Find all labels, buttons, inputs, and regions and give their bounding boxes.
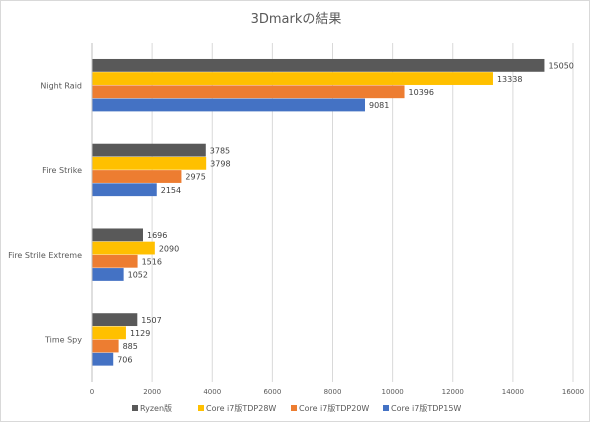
data-label: 885 xyxy=(123,342,138,351)
bar xyxy=(92,170,182,183)
bar xyxy=(92,143,206,157)
bar xyxy=(92,326,126,340)
bar xyxy=(92,98,365,112)
data-label: 3798 xyxy=(210,160,230,169)
data-label: 2090 xyxy=(159,244,179,253)
x-tick-label: 8000 xyxy=(324,388,342,396)
x-tick-label: 12000 xyxy=(442,388,464,396)
data-label: 9081 xyxy=(369,101,389,110)
x-tick-label: 14000 xyxy=(502,388,524,396)
bar xyxy=(92,268,124,281)
data-label: 1696 xyxy=(147,231,167,240)
category-label: Night Raid xyxy=(40,81,82,90)
bar xyxy=(92,228,143,242)
data-label: 2975 xyxy=(185,173,205,182)
legend-label: Core i7版TDP15W xyxy=(391,403,461,413)
category-label: Fire Strike xyxy=(42,166,82,175)
legend-label: Ryzen版 xyxy=(140,403,172,413)
category-label: Fire Strile Extreme xyxy=(8,251,82,260)
x-tick-label: 10000 xyxy=(381,388,403,396)
axes: 0 2000 4000 6000 8000 10000 12000 14000 16000 Nig… xyxy=(8,43,584,396)
data-label: 1516 xyxy=(142,257,162,266)
x-tick-label: 2000 xyxy=(143,388,161,396)
bar xyxy=(92,183,157,197)
data-label: 2154 xyxy=(161,186,181,195)
bar xyxy=(92,72,493,85)
data-label: 1052 xyxy=(128,271,148,280)
bar xyxy=(92,58,545,72)
data-label: 15050 xyxy=(548,62,573,71)
legend-swatch xyxy=(291,405,297,411)
legend-swatch xyxy=(132,405,138,411)
bar xyxy=(92,339,119,353)
x-tick-label: 0 xyxy=(90,388,94,396)
bar xyxy=(92,313,138,327)
x-tick-label: 16000 xyxy=(562,388,584,396)
bar xyxy=(92,241,155,255)
legend: Ryzen版 Core i7版TDP28W Core i7版TDP20W Core i… xyxy=(132,403,461,413)
bars xyxy=(92,58,545,366)
legend-swatch xyxy=(383,405,389,411)
data-label: 706 xyxy=(117,355,132,364)
bar xyxy=(92,85,405,99)
bar xyxy=(92,352,114,366)
bar xyxy=(92,156,207,170)
legend-swatch xyxy=(198,405,204,411)
bar xyxy=(92,254,138,268)
data-label: 1129 xyxy=(130,329,150,338)
data-label: 1507 xyxy=(141,316,161,325)
category-label: Time Spy xyxy=(44,336,82,345)
data-label: 13338 xyxy=(497,75,522,84)
data-label: 3785 xyxy=(210,146,230,155)
data-labels: 15050 13338 10396 9081 3785 3798 2975 2154 1696 2… xyxy=(117,62,574,365)
x-tick-label: 6000 xyxy=(263,388,281,396)
chart-title: 3Dmarkの結果 xyxy=(251,12,342,27)
legend-label: Core i7版TDP20W xyxy=(299,403,369,413)
legend-label: Core i7版TDP28W xyxy=(206,403,276,413)
data-label: 10396 xyxy=(409,88,434,97)
x-tick-label: 4000 xyxy=(203,388,221,396)
